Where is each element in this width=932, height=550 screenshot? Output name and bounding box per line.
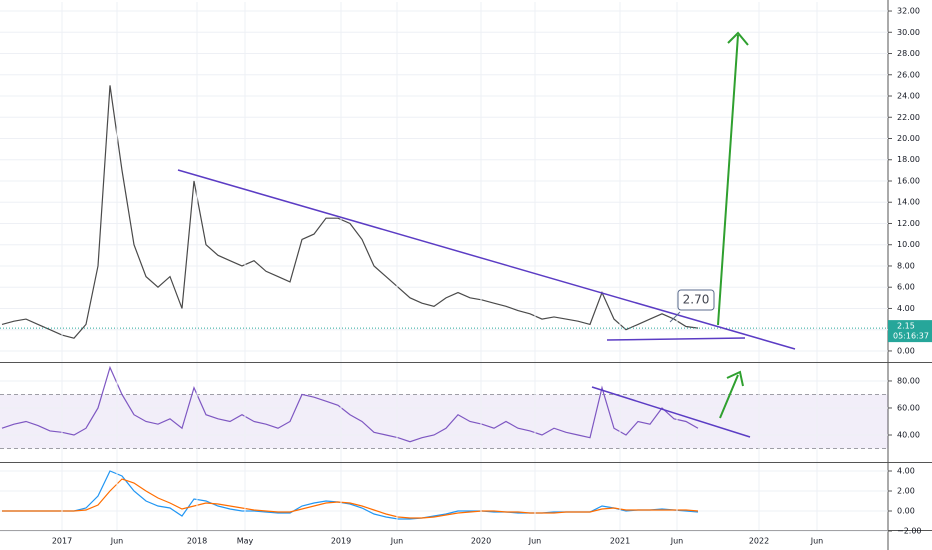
y-tick-label: 40.00 [897,430,920,439]
y-tick-label: 80.00 [897,376,920,385]
y-tick-label: 2.00 [897,487,915,496]
last-price-box [888,320,932,343]
x-tick-label: Jun [110,537,124,546]
y-tick-label: 32.00 [897,7,920,16]
y-tick-label: 26.00 [897,70,920,79]
y-tick-label: 22.00 [897,113,920,122]
y-tick-label: 30.00 [897,28,920,37]
x-tick-label: 2022 [749,537,769,546]
y-tick-label: 18.00 [897,155,920,164]
y-tick-label: 6.00 [897,283,915,292]
rsi-trend-line [591,386,751,438]
y-tick-label: 28.00 [897,49,920,58]
callout-box [677,289,715,311]
y-tick-label: 0.00 [897,507,915,516]
y-tick-label: 10.00 [897,240,920,249]
series-line [1,85,699,339]
x-tick-label: 2019 [331,537,351,546]
y-tick-label: 60.00 [897,403,920,412]
y-tick-label: 24.00 [897,92,920,101]
support-line [606,337,746,341]
callout-text: 2.70 [683,293,710,307]
x-tick-label: 2018 [187,537,207,546]
y-tick-label: 8.00 [897,261,915,270]
series-line [1,365,699,443]
x-tick-label: Jun [810,537,824,546]
x-tick-label: 2021 [610,537,630,546]
y-tick-label: 12.00 [897,219,920,228]
arrow [719,370,744,419]
y-tick-label: 4.00 [897,304,915,313]
rsi-band [0,394,888,449]
y-tick-label: 4.00 [897,467,915,476]
callout-pointer [669,311,681,323]
x-tick-label: Jun [670,537,684,546]
x-tick-label: 2017 [52,537,72,546]
arrow [717,31,749,326]
y-tick-label: 20.00 [897,134,920,143]
trend-line [177,169,796,350]
x-tick-label: 2020 [471,537,491,546]
x-tick-label: May [237,537,254,546]
y-tick-label: 14.00 [897,198,920,207]
y-tick-label: 16.00 [897,176,920,185]
x-tick-label: Jun [528,537,542,546]
last-price-label: 2.15 [897,322,915,331]
y-tick-label: −2.00 [897,527,922,536]
x-tick-label: Jun [390,537,404,546]
y-tick-label: 0.00 [897,346,915,355]
countdown-label: 05:16:37 [893,332,929,341]
series-line [2,478,699,519]
